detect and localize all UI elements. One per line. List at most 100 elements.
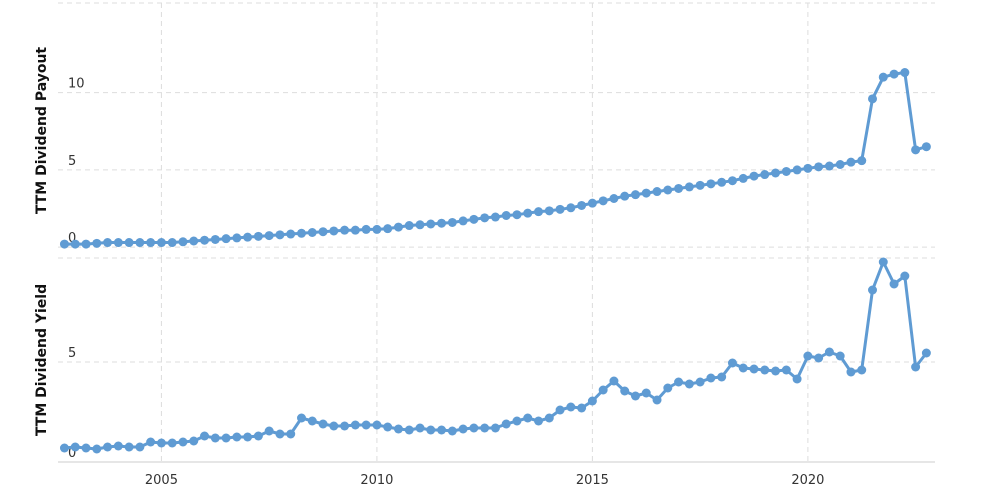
- data-point: [264, 426, 274, 436]
- data-point: [792, 374, 802, 384]
- data-point: [598, 385, 608, 395]
- data-point: [641, 188, 651, 198]
- data-point: [135, 238, 145, 248]
- data-point: [404, 221, 414, 231]
- data-point: [738, 173, 748, 183]
- data-point: [81, 239, 91, 249]
- data-point: [221, 433, 231, 443]
- data-point: [447, 217, 457, 227]
- data-point: [534, 207, 544, 217]
- data-point: [738, 363, 748, 373]
- data-point: [749, 171, 759, 181]
- data-point: [577, 200, 587, 210]
- data-point: [167, 438, 177, 448]
- data-point: [210, 234, 220, 244]
- data-point: [771, 366, 781, 376]
- data-point: [760, 170, 770, 180]
- data-point: [415, 423, 425, 433]
- data-point: [544, 206, 554, 216]
- data-point: [889, 69, 899, 79]
- data-point: [490, 212, 500, 222]
- y-tick-label: 5: [68, 154, 76, 169]
- data-point: [663, 383, 673, 393]
- data-point: [307, 416, 317, 426]
- data-point: [415, 220, 425, 230]
- data-point: [534, 416, 544, 426]
- data-point: [512, 210, 522, 220]
- data-point: [286, 229, 296, 239]
- data-point: [868, 94, 878, 104]
- data-point: [167, 238, 177, 248]
- data-point: [523, 208, 533, 218]
- data-point: [469, 423, 479, 433]
- data-point: [437, 425, 447, 435]
- data-point: [695, 180, 705, 190]
- data-point: [113, 441, 123, 451]
- data-point: [587, 198, 597, 208]
- data-point: [275, 429, 285, 439]
- data-point: [609, 194, 619, 203]
- data-point: [329, 421, 339, 431]
- data-point: [383, 422, 393, 432]
- data-point: [307, 228, 317, 237]
- data-point: [103, 442, 113, 452]
- data-point: [490, 423, 500, 433]
- data-point: [835, 351, 845, 361]
- data-point: [663, 185, 673, 195]
- data-point: [59, 239, 69, 249]
- data-point: [814, 353, 824, 363]
- data-point: [426, 425, 436, 435]
- data-point: [803, 351, 813, 361]
- data-point: [835, 160, 845, 169]
- data-point: [232, 233, 242, 243]
- data-point: [674, 377, 684, 387]
- data-point: [771, 168, 781, 178]
- data-point: [878, 72, 888, 82]
- data-point: [264, 231, 274, 241]
- data-point: [372, 224, 382, 234]
- data-point: [426, 219, 436, 229]
- data-point: [480, 423, 490, 433]
- data-point: [706, 179, 716, 189]
- data-point: [609, 376, 619, 386]
- data-point: [566, 402, 576, 412]
- data-point: [253, 231, 263, 241]
- data-point: [70, 442, 80, 452]
- data-point: [253, 431, 263, 441]
- data-point: [781, 365, 791, 375]
- data-point: [146, 238, 156, 248]
- data-point: [824, 347, 834, 357]
- data-point: [296, 228, 306, 238]
- data-point: [350, 420, 360, 430]
- data-point: [803, 163, 813, 173]
- data-point: [911, 145, 921, 155]
- data-point: [340, 225, 350, 235]
- data-point: [846, 157, 856, 167]
- data-point: [318, 227, 328, 237]
- data-point: [566, 203, 576, 213]
- data-point: [555, 405, 565, 415]
- data-point: [587, 396, 597, 406]
- data-point: [350, 225, 360, 235]
- data-point: [857, 365, 867, 375]
- y-tick-label: 0: [68, 231, 76, 246]
- data-point: [361, 224, 371, 234]
- data-point: [684, 182, 694, 192]
- data-point: [178, 237, 188, 247]
- data-point: [404, 425, 414, 435]
- data-point: [781, 166, 791, 176]
- y-tick-label: 10: [68, 77, 85, 92]
- data-point: [727, 358, 737, 368]
- data-point: [70, 239, 80, 249]
- data-point: [447, 426, 457, 436]
- data-point: [684, 379, 694, 389]
- data-point: [113, 238, 123, 248]
- data-point: [329, 226, 339, 236]
- data-point: [124, 442, 134, 452]
- data-point: [124, 238, 134, 248]
- data-point: [393, 424, 403, 434]
- data-point: [727, 176, 737, 186]
- data-point: [92, 444, 102, 454]
- data-point: [889, 279, 899, 289]
- data-point: [900, 271, 910, 281]
